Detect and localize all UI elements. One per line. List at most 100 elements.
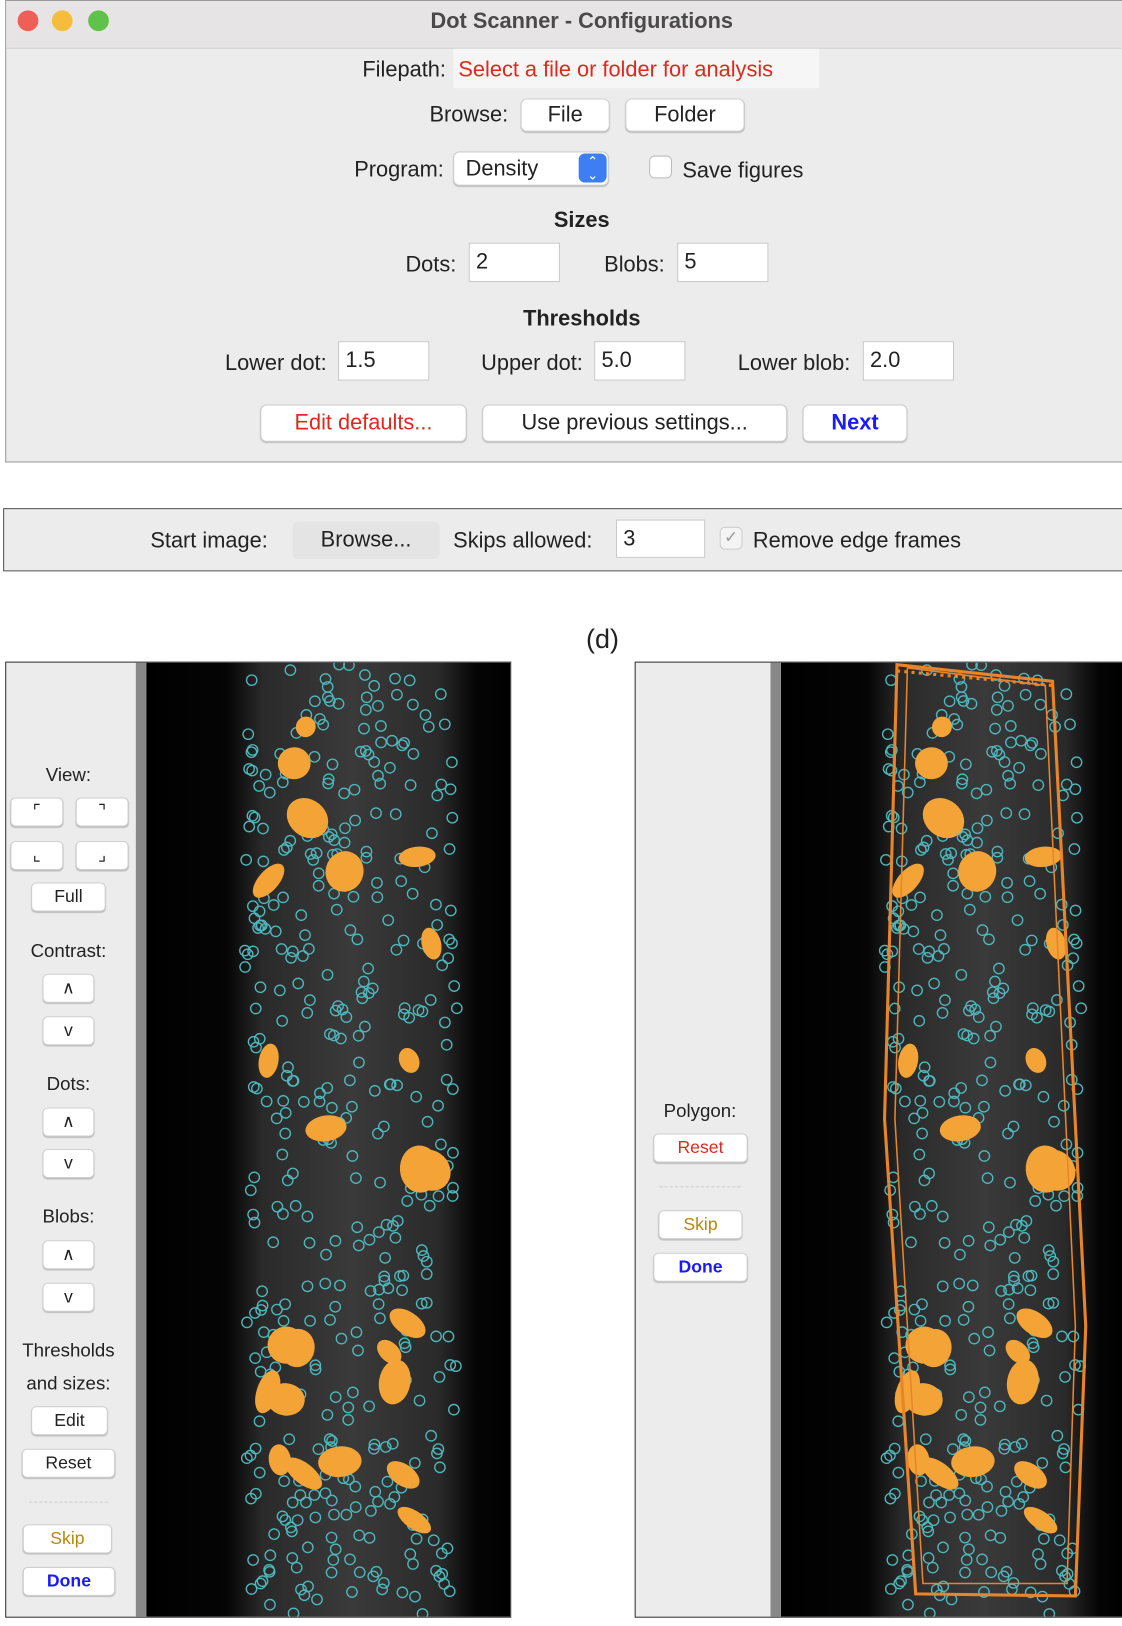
save-figures-checkbox[interactable] xyxy=(649,155,672,179)
detected-dot xyxy=(249,1002,262,1015)
polygon-done-button[interactable]: Done xyxy=(653,1252,748,1282)
detected-dot xyxy=(1002,1127,1014,1140)
detected-dot xyxy=(308,750,321,763)
detected-dot xyxy=(253,1466,266,1479)
detected-dot xyxy=(364,1285,377,1297)
view-top-right[interactable]: ⌝ xyxy=(75,797,129,827)
dots-input[interactable]: 2 xyxy=(468,242,560,283)
select-stepper[interactable]: ⌃ ⌄ xyxy=(578,153,607,183)
contrast-up[interactable]: ∧ xyxy=(42,973,95,1003)
detected-dot xyxy=(309,1359,322,1372)
detected-dot xyxy=(389,1231,402,1244)
detected-dot xyxy=(322,777,334,790)
detected-dot xyxy=(1050,1199,1062,1212)
detected-dot xyxy=(368,680,381,692)
detected-dot xyxy=(344,1553,356,1566)
polygon-guide xyxy=(894,667,1077,1585)
minimize-button[interactable] xyxy=(51,10,73,32)
filepath-value[interactable]: Select a file or folder for analysis xyxy=(453,48,820,89)
detected-dot xyxy=(914,1095,927,1107)
detected-dot xyxy=(974,1401,987,1414)
detected-dot xyxy=(923,1607,936,1617)
detected-dot xyxy=(917,1069,930,1082)
view-bottom-left[interactable]: ⌞ xyxy=(10,841,64,871)
dots-up[interactable]: ∧ xyxy=(42,1107,95,1137)
detected-blob xyxy=(266,1383,305,1416)
zoom-button[interactable] xyxy=(88,10,109,32)
detected-dot xyxy=(329,1543,342,1556)
reset-button[interactable]: Reset xyxy=(21,1448,116,1478)
detected-dot xyxy=(966,662,978,671)
detected-dot xyxy=(444,1359,457,1371)
detected-blob xyxy=(892,863,924,898)
blobs-input[interactable]: 5 xyxy=(677,242,769,283)
polygon-reset-button[interactable]: Reset xyxy=(653,1133,748,1163)
detected-dot xyxy=(447,1181,459,1194)
lower-dot-input[interactable]: 1.5 xyxy=(338,341,430,381)
remove-edge-checkbox[interactable]: ✓ xyxy=(719,526,743,550)
detected-dot xyxy=(351,933,364,946)
detected-dot xyxy=(370,807,382,819)
blobs-down[interactable]: v xyxy=(42,1282,95,1312)
detected-dot xyxy=(384,1078,397,1091)
detected-dot xyxy=(409,1590,421,1603)
detected-dot xyxy=(939,994,951,1007)
detected-dot xyxy=(374,1176,386,1189)
detected-dot xyxy=(991,845,1004,858)
view-bottom-right[interactable]: ⌟ xyxy=(75,841,129,871)
detected-dot xyxy=(395,875,408,888)
detected-dot xyxy=(970,787,983,800)
detected-dot xyxy=(880,1452,893,1465)
next-button[interactable]: Next xyxy=(802,404,908,442)
detected-dot xyxy=(425,1429,437,1442)
detected-dot xyxy=(1031,1011,1043,1024)
browse-image-button[interactable]: Browse... xyxy=(292,521,440,559)
view-top-left[interactable]: ⌜ xyxy=(10,797,64,827)
detected-dot xyxy=(302,1580,314,1593)
lower-blob-input[interactable]: 2.0 xyxy=(862,341,955,381)
full-button[interactable]: Full xyxy=(31,882,106,912)
detected-dot xyxy=(936,1007,949,1019)
detected-dot xyxy=(1069,904,1082,917)
detected-blob xyxy=(258,1043,279,1078)
detected-dot xyxy=(1032,1548,1044,1561)
detected-dot xyxy=(335,1332,348,1345)
edit-defaults-button[interactable]: Edit defaults... xyxy=(260,404,467,442)
detected-dot xyxy=(358,722,370,735)
detected-dot xyxy=(286,1525,298,1538)
folder-button[interactable]: Folder xyxy=(625,98,745,132)
detected-dot xyxy=(986,986,999,999)
detected-dot xyxy=(446,811,459,824)
detected-dot xyxy=(442,952,455,965)
detected-dot xyxy=(1009,1441,1022,1453)
detected-dot xyxy=(944,1511,956,1524)
detected-dot xyxy=(309,695,321,708)
edit-button[interactable]: Edit xyxy=(31,1406,108,1436)
skip-button[interactable]: Skip xyxy=(22,1524,112,1554)
file-button[interactable]: File xyxy=(520,98,610,132)
detected-dot xyxy=(926,1561,939,1574)
contrast-down[interactable]: v xyxy=(42,1016,95,1046)
done-button[interactable]: Done xyxy=(22,1566,116,1596)
blobs-up[interactable]: ∧ xyxy=(42,1240,95,1270)
detected-dot xyxy=(372,769,384,782)
dots-control-label: Dots: xyxy=(46,1073,91,1095)
detected-dot xyxy=(432,1190,445,1202)
polygon-skip-button[interactable]: Skip xyxy=(658,1210,743,1240)
skips-input[interactable]: 3 xyxy=(615,519,706,558)
upper-dot-input[interactable]: 5.0 xyxy=(594,341,686,381)
detected-dot xyxy=(290,1561,303,1574)
close-button[interactable] xyxy=(17,10,39,32)
detected-dot xyxy=(887,1216,900,1229)
dots-down[interactable]: v xyxy=(42,1148,95,1179)
detected-dot xyxy=(1068,933,1080,946)
detected-dot xyxy=(239,944,251,957)
thresholds-label-2: and sizes: xyxy=(26,1372,111,1394)
detected-dot xyxy=(362,748,375,761)
detected-dot xyxy=(934,929,947,941)
detected-dot xyxy=(295,909,308,921)
detected-dot xyxy=(312,1443,325,1455)
detected-dot xyxy=(410,1532,423,1545)
use-previous-button[interactable]: Use previous settings... xyxy=(482,404,788,442)
detected-blob xyxy=(252,863,285,898)
